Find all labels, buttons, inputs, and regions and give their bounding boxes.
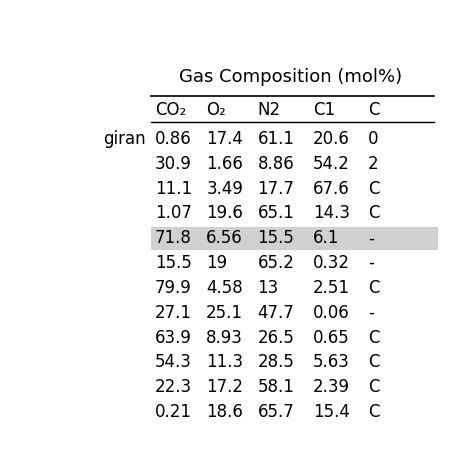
Text: 0.65: 0.65 [313,328,349,346]
Text: 1.07: 1.07 [155,204,191,222]
Bar [151,227,438,250]
Text: 27.1: 27.1 [155,304,192,322]
Text: 17.2: 17.2 [206,378,243,396]
Text: C1: C1 [313,101,335,119]
Text: C: C [368,204,379,222]
Text: 3.49: 3.49 [206,180,243,198]
Text: 67.6: 67.6 [313,180,349,198]
Text: 8.86: 8.86 [258,155,294,173]
Text: N2: N2 [258,101,281,119]
Text: C: C [368,180,379,198]
Text: 11.1: 11.1 [155,180,192,198]
Text: 65.7: 65.7 [258,403,294,421]
Text: -: - [368,304,374,322]
Text: -: - [368,229,374,247]
Text: 26.5: 26.5 [258,328,294,346]
Text: C: C [368,328,379,346]
Text: C: C [368,378,379,396]
Text: 61.1: 61.1 [258,130,295,148]
Text: 2.51: 2.51 [313,279,350,297]
Text: 0.21: 0.21 [155,403,192,421]
Text: 1.66: 1.66 [206,155,243,173]
Text: 65.1: 65.1 [258,204,294,222]
Text: 18.6: 18.6 [206,403,243,421]
Text: 28.5: 28.5 [258,354,294,371]
Text: O₂: O₂ [206,101,226,119]
Text: C: C [368,279,379,297]
Text: 0.06: 0.06 [313,304,349,322]
Text: 13: 13 [258,279,279,297]
Text: 47.7: 47.7 [258,304,294,322]
Text: C: C [368,403,379,421]
Text: 5.63: 5.63 [313,354,350,371]
Text: 54.3: 54.3 [155,354,191,371]
Text: 2.39: 2.39 [313,378,350,396]
Text: CO₂: CO₂ [155,101,186,119]
Text: 79.9: 79.9 [155,279,191,297]
Text: 2: 2 [368,155,378,173]
Text: 15.4: 15.4 [313,403,350,421]
Text: C: C [368,101,379,119]
Text: 6.56: 6.56 [206,229,243,247]
Text: 8.93: 8.93 [206,328,243,346]
Text: 11.3: 11.3 [206,354,243,371]
Text: 0.86: 0.86 [155,130,191,148]
Text: C: C [368,354,379,371]
Text: 19.6: 19.6 [206,204,243,222]
Text: -: - [368,254,374,272]
Text: 58.1: 58.1 [258,378,294,396]
Text: 71.8: 71.8 [155,229,191,247]
Text: 22.3: 22.3 [155,378,192,396]
Text: 25.1: 25.1 [206,304,243,322]
Text: 20.6: 20.6 [313,130,350,148]
Text: 15.5: 15.5 [155,254,191,272]
Text: 63.9: 63.9 [155,328,191,346]
Text: 15.5: 15.5 [258,229,294,247]
Text: 0: 0 [368,130,378,148]
Text: 0.32: 0.32 [313,254,350,272]
Text: giran: giran [103,130,146,148]
Text: 14.3: 14.3 [313,204,350,222]
Text: 54.2: 54.2 [313,155,350,173]
Text: 17.4: 17.4 [206,130,243,148]
Text: Gas Composition (mol%): Gas Composition (mol%) [179,68,402,86]
Text: 17.7: 17.7 [258,180,294,198]
Text: 65.2: 65.2 [258,254,294,272]
Text: 30.9: 30.9 [155,155,191,173]
Text: 4.58: 4.58 [206,279,243,297]
Text: 6.1: 6.1 [313,229,339,247]
Text: 19: 19 [206,254,228,272]
